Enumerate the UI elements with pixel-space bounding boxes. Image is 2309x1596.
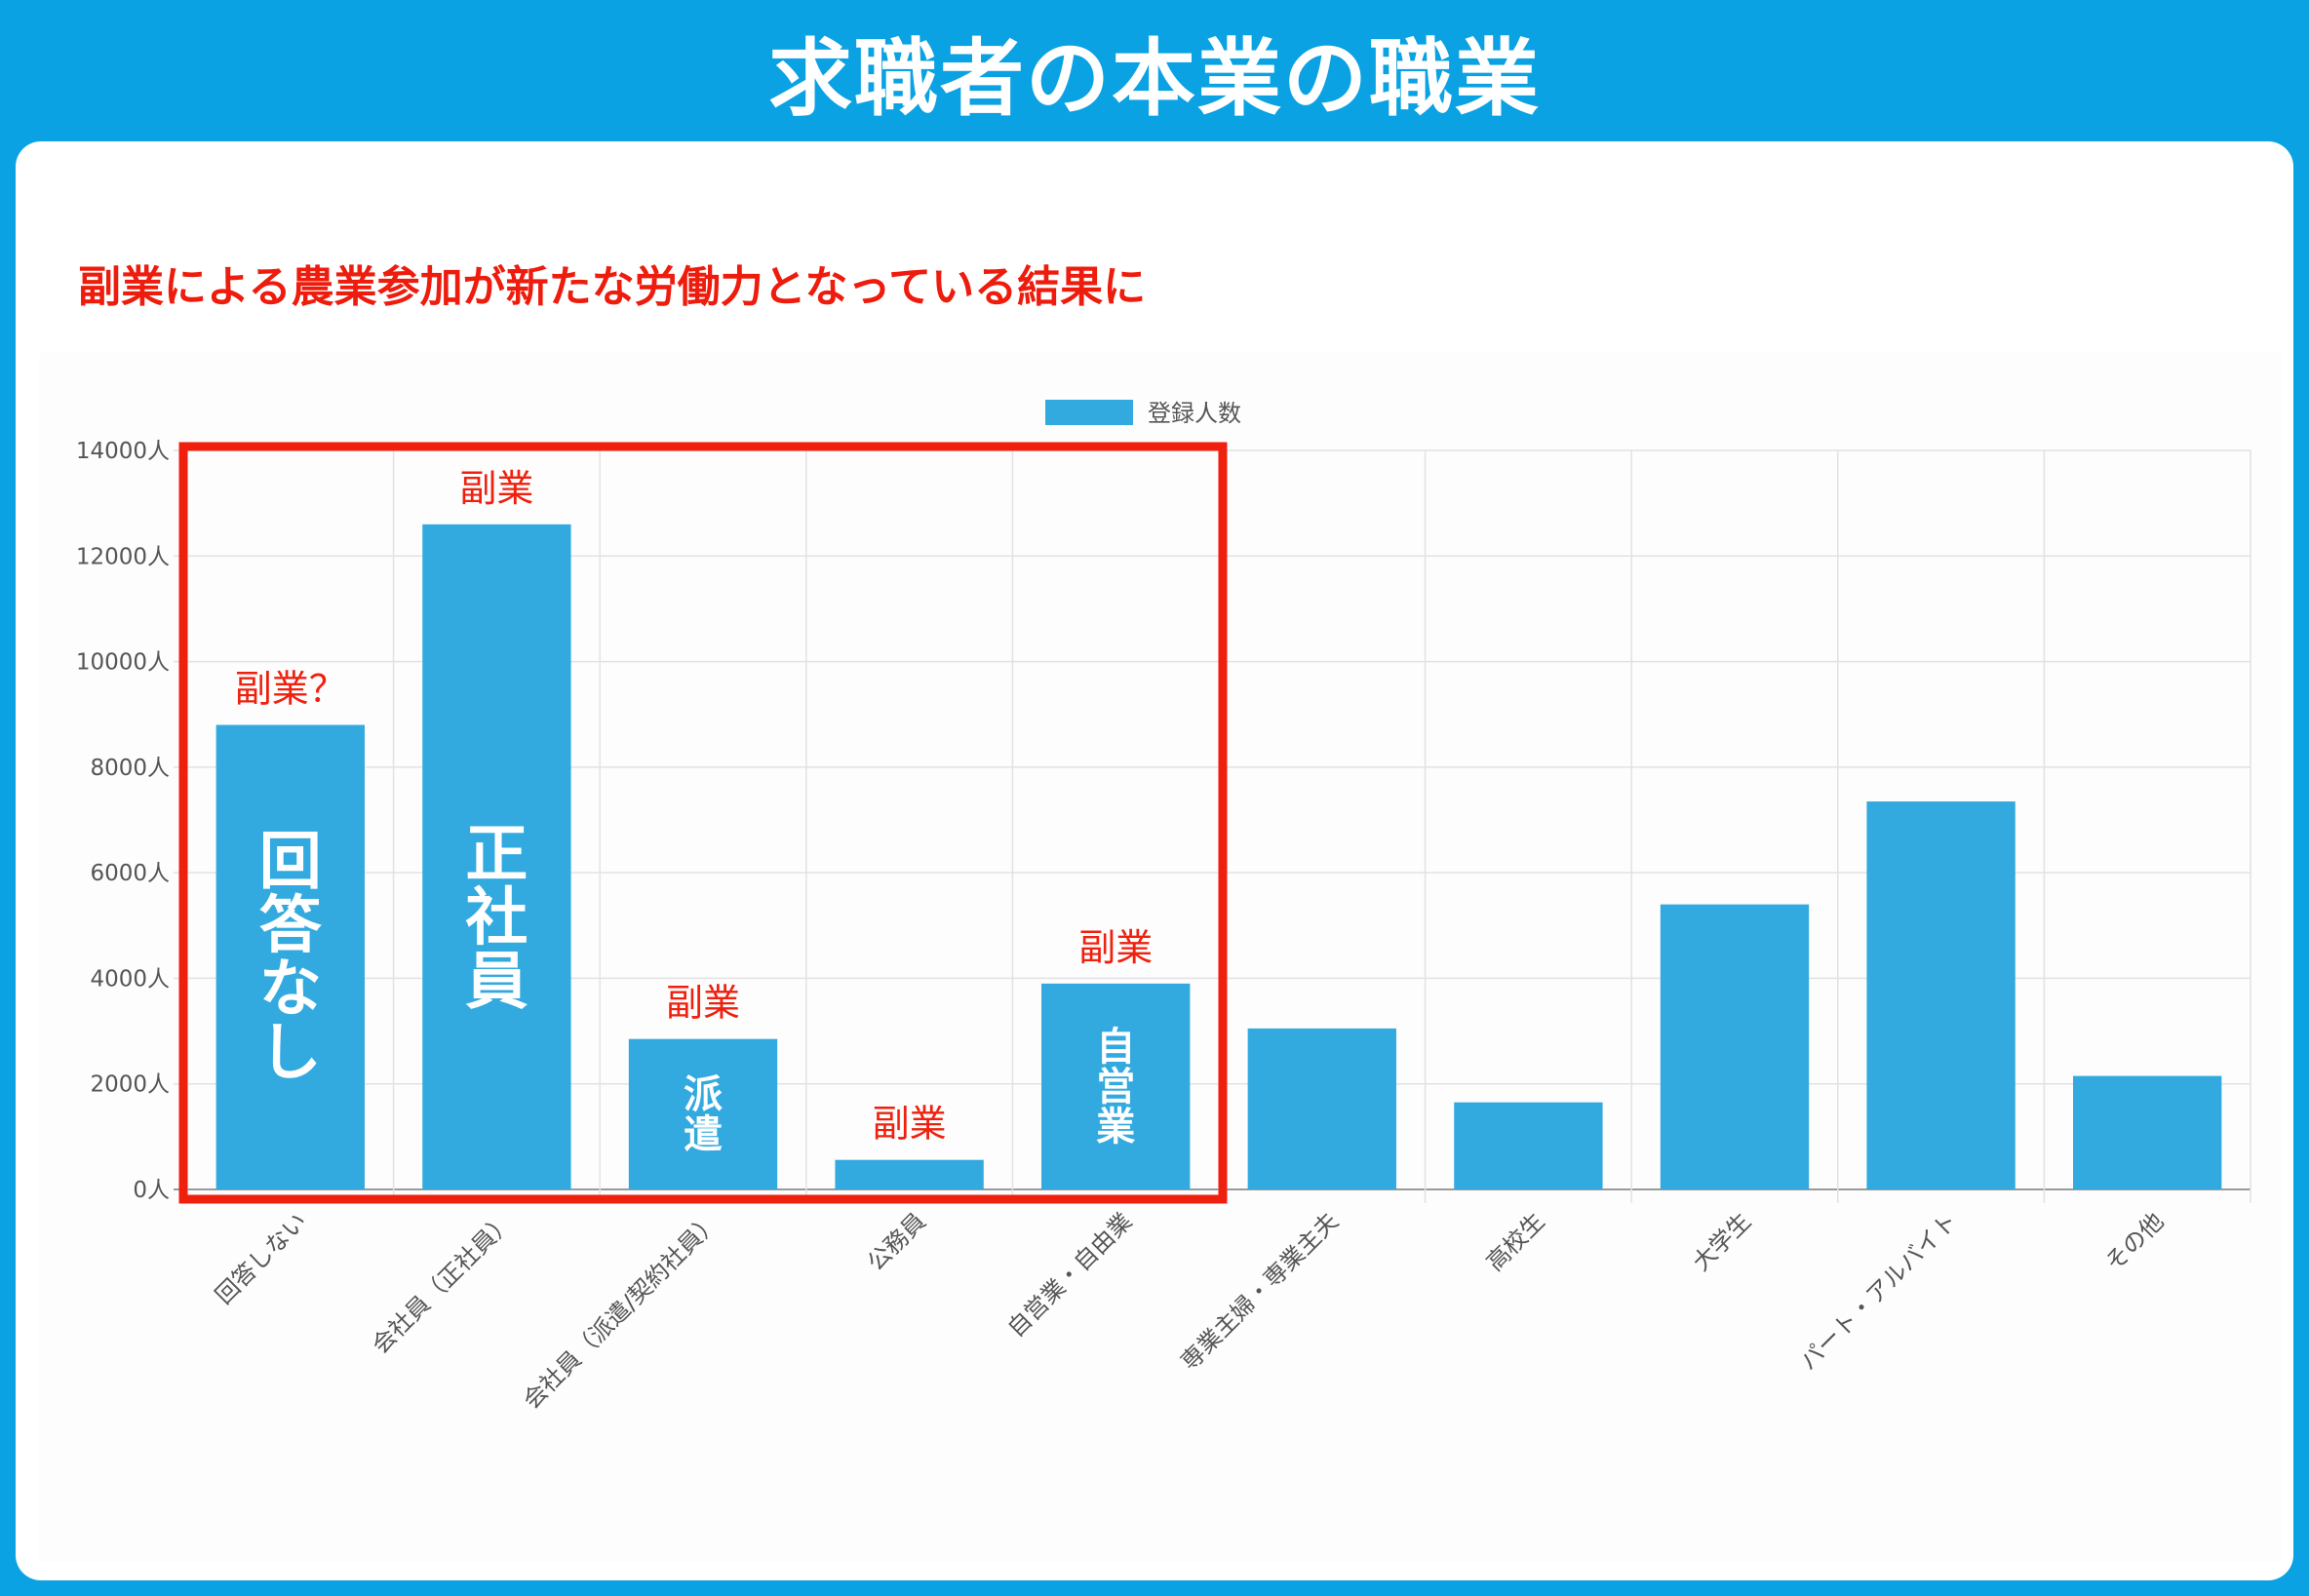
bar-inner-label: な: [259, 954, 322, 1026]
bar-inner-label: 自: [1096, 1025, 1135, 1070]
bar-annotation: 副業？: [235, 668, 346, 711]
bar: [1660, 904, 1810, 1189]
chart-subtitle: 副業による農業参加が新たな労働力となっている結果に: [78, 262, 1147, 312]
bar: [1866, 801, 2015, 1189]
y-tick-label: 6000人: [90, 861, 170, 886]
bar-inner-label: 派: [684, 1072, 723, 1117]
bar: [1041, 983, 1191, 1189]
x-tick-label: 自営業・自由業: [1002, 1207, 1138, 1343]
bar: [2073, 1075, 2222, 1189]
bar: [628, 1038, 778, 1189]
bar-inner-label: 回: [259, 827, 322, 899]
bar-inner-label: 業: [1096, 1105, 1135, 1149]
x-tick-label: その他: [2100, 1207, 2170, 1276]
x-tick-label: 専業主婦・専業主夫: [1176, 1207, 1345, 1376]
y-tick-label: 0人: [133, 1178, 170, 1203]
x-tick-label: パート・アルバイト: [1794, 1207, 1962, 1375]
y-tick-label: 2000人: [90, 1072, 170, 1098]
bar: [422, 524, 571, 1189]
page-header: 求職者の本業の職業: [0, 0, 2309, 141]
chart-area: 0人 2000人 4000人 6000人 8000人 10000人 12000人 14000人…: [39, 353, 2282, 1562]
bar-inner-label: 遣: [684, 1112, 723, 1157]
x-tick-label: 会社員（派遣/契約社員）: [518, 1207, 724, 1414]
bar-annotation: 副業: [459, 467, 533, 510]
page-title: 求職者の本業の職業: [768, 30, 1541, 128]
y-tick-label: 8000人: [90, 756, 170, 781]
bar-inner-label: し: [259, 1017, 322, 1089]
highlight-box: [178, 442, 1228, 1204]
bar-annotation: 副業: [666, 982, 740, 1025]
bar: [1454, 1102, 1603, 1189]
legend-label: 登録人数: [1148, 400, 1241, 427]
x-tick-label: 回答しない: [210, 1207, 312, 1309]
y-tick-label: 14000人: [76, 439, 170, 464]
bar-annotation: 副業: [873, 1103, 947, 1146]
bar-inner-label: 答: [259, 890, 323, 962]
bar-inner-label: 正: [465, 819, 528, 891]
bar-annotation: 副業: [1078, 926, 1153, 969]
bar-inner-label: 営: [1096, 1065, 1135, 1109]
legend-swatch: [1045, 400, 1133, 425]
bar-chart: 0人 2000人 4000人 6000人 8000人 10000人 12000人 14000人…: [76, 400, 2251, 1415]
bar-inner-label: 員: [465, 946, 528, 1018]
y-tick-label: 12000人: [76, 544, 170, 569]
bar-inner-label: 社: [465, 882, 528, 954]
bar: [835, 1159, 984, 1189]
x-tick-label: 公務員: [862, 1207, 931, 1276]
y-tick-label: 10000人: [76, 650, 170, 676]
y-tick-label: 4000人: [90, 966, 170, 992]
x-tick-label: 大学生: [1688, 1207, 1757, 1276]
bar: [215, 724, 365, 1189]
x-tick-label: 会社員（正社員）: [367, 1207, 519, 1359]
x-tick-label: 高校生: [1481, 1207, 1550, 1276]
bar: [1247, 1028, 1396, 1189]
